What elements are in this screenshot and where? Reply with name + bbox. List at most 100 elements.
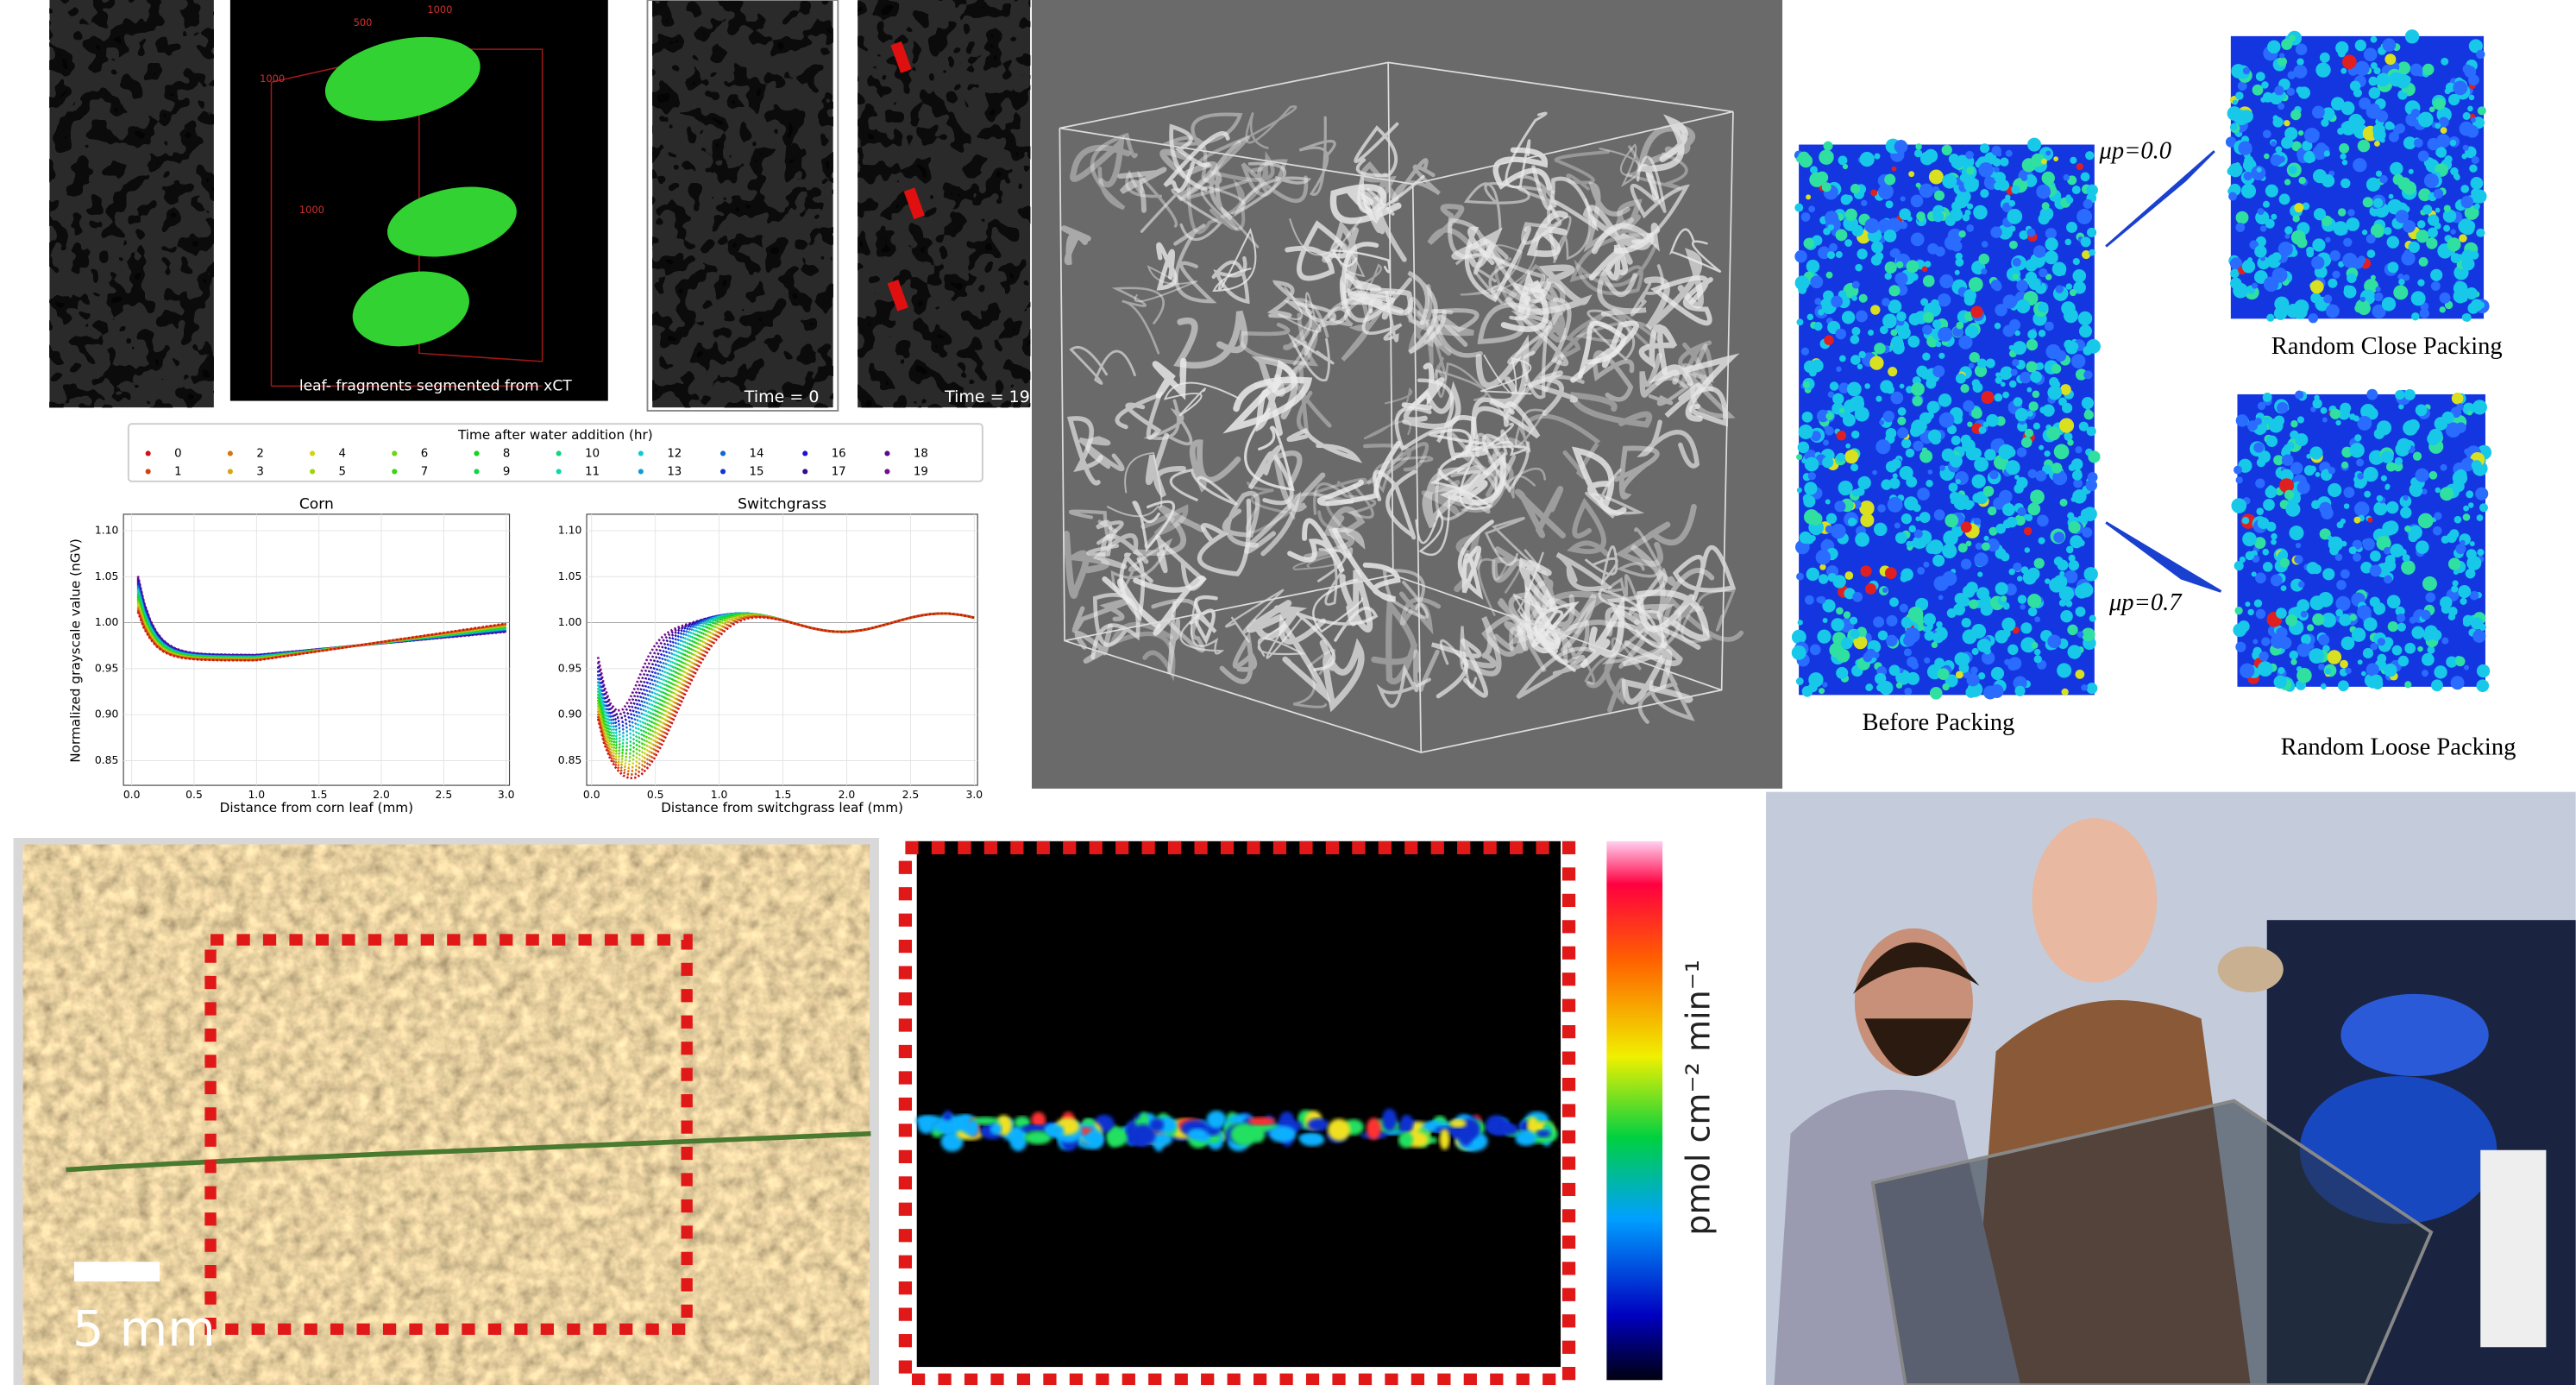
x-tick-label: 0.5 [185,789,203,801]
particle [2005,149,2013,157]
particle [1919,512,1931,523]
particle [2465,287,2479,300]
particle [2285,614,2298,626]
particle [1900,574,1908,582]
flux-spot [1449,1118,1467,1128]
particle [2434,665,2447,679]
particle [1980,603,1993,616]
particle [2263,499,2275,511]
fibre [1514,408,1548,453]
particle [2411,626,2425,639]
particle [2008,568,2015,576]
particle [2276,608,2287,619]
particle [2387,261,2399,274]
particle [2349,80,2361,91]
hand-sample [2217,946,2284,992]
particle [2300,610,2308,618]
fibre [1159,148,1218,200]
particle [1865,683,1874,691]
particle [1806,194,1812,200]
fibre [1341,263,1382,318]
particle [2068,463,2077,471]
fibre [1169,123,1210,192]
particle [2235,641,2246,652]
particle [2278,193,2290,205]
particle [2422,63,2435,76]
particle [1923,561,1930,568]
particle [1953,603,1965,616]
particle [2016,576,2023,582]
particle [2265,435,2278,447]
legend-label: 2 [256,447,263,460]
particle [1983,535,1989,541]
fibre [1069,509,1118,542]
particle [2336,521,2344,529]
fibre [1567,497,1610,557]
particle [2068,559,2079,571]
particle [1802,494,1812,503]
particle [1864,217,1880,234]
x-tick-label: 2.0 [373,789,390,801]
legend-dot [638,450,644,456]
particle [1938,412,1955,428]
particle [2465,568,2476,579]
particle [2240,663,2255,678]
particle [1981,268,1988,275]
particle [1897,416,1907,425]
particle [1819,149,1834,165]
particle [1913,503,1921,513]
particle [2417,279,2425,286]
particle [1881,479,1892,490]
particle [2376,420,2392,436]
particle [1921,372,1929,380]
particle [2273,675,2287,689]
particle [1886,385,1894,394]
particle [1839,355,1846,362]
particle [2476,49,2485,60]
particle [2450,676,2465,690]
particle [1922,312,1934,324]
particle [1942,173,1957,189]
particle [1955,258,1964,267]
particle [1796,454,1803,461]
particle [2017,507,2026,517]
particle [1829,242,1838,252]
fibre [1422,464,1482,529]
particle [2276,95,2283,101]
fibre [1319,638,1365,713]
particle [2384,559,2397,572]
particle [2020,622,2033,634]
particle [2342,253,2358,268]
particle [1907,656,1918,668]
fibre [1134,265,1197,303]
particle [2278,241,2293,257]
fibre [1542,590,1623,641]
particle [2013,676,2027,690]
particle [1816,596,1823,603]
fibre [1066,416,1103,486]
particle [2423,173,2440,189]
fibre [1143,399,1193,446]
particle [2318,634,2330,645]
particle [2467,105,2473,112]
particle [2233,282,2248,299]
particle [2349,614,2357,621]
particle [2360,561,2372,574]
particle [2032,390,2040,399]
ct-grain [652,0,833,408]
particle [1951,435,1961,445]
particle [2014,475,2020,480]
particle [1825,499,1831,505]
particle [2006,516,2018,528]
fibre [1134,504,1205,556]
particle [1827,223,1835,231]
particle [2073,478,2083,488]
fibre [1588,243,1629,281]
fibre [1477,558,1524,616]
particle [2005,460,2020,475]
particle [2390,544,2404,558]
particle [2450,229,2456,235]
particle [1873,522,1888,537]
particle [2323,294,2333,304]
particle [2251,571,2257,577]
